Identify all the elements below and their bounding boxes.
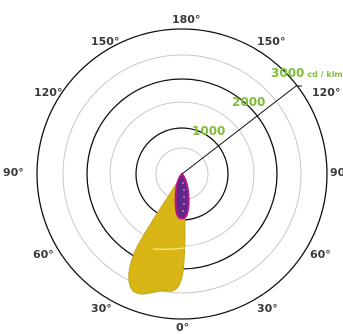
angle-label-90-left: 90° bbox=[3, 166, 24, 179]
radial-label-2000: 2000 bbox=[232, 95, 266, 109]
radial-label-1000: 1000 bbox=[192, 124, 226, 138]
angle-label-30-right: 30° bbox=[257, 302, 278, 315]
angle-label-150-left: 150° bbox=[91, 35, 120, 48]
ring-2500 bbox=[62, 54, 302, 294]
angle-label-60-left: 60° bbox=[33, 248, 54, 261]
angle-label-60-right: 60° bbox=[310, 248, 331, 261]
yellow-intensity-lobe bbox=[128, 172, 186, 295]
angle-label-90-right: 90° bbox=[330, 166, 343, 179]
angle-label-180: 180° bbox=[172, 13, 201, 26]
purple-intensity-lobe bbox=[174, 172, 190, 220]
angle-label-150-right: 150° bbox=[257, 35, 286, 48]
angle-label-120-left: 120° bbox=[34, 86, 63, 99]
angle-label-120-right: 120° bbox=[312, 86, 341, 99]
ring-3000 bbox=[36, 28, 328, 320]
magenta-dot-markers bbox=[181, 181, 186, 213]
radial-label-3000: 3000 cd / klm bbox=[271, 67, 343, 79]
scale-leader-line bbox=[181, 85, 302, 175]
radial-unit-label: cd / klm bbox=[307, 70, 343, 79]
angle-label-30-left: 30° bbox=[91, 302, 112, 315]
radial-label-3000-value: 3000 bbox=[271, 66, 305, 80]
yellow-lobe-ring-mark bbox=[152, 247, 186, 251]
angle-label-0: 0° bbox=[176, 321, 190, 334]
